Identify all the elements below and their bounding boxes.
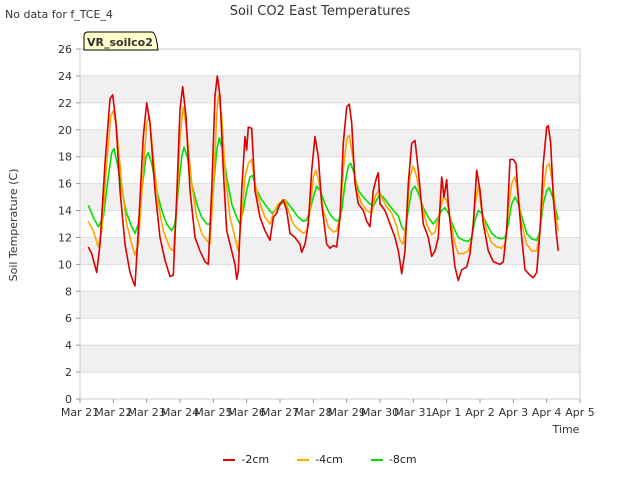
- y-axis-label: Soil Temperature (C): [7, 169, 20, 282]
- grid-band: [80, 345, 580, 373]
- x-tick-label: Apr 5: [565, 406, 595, 419]
- y-tick-label: 4: [65, 339, 72, 352]
- y-tick-label: 24: [58, 70, 72, 83]
- x-tick-label: Mar 29: [328, 406, 366, 419]
- grid-band: [80, 372, 580, 399]
- y-tick-label: 16: [58, 178, 72, 191]
- x-tick-label: Mar 21: [61, 406, 99, 419]
- x-tick-label: Apr 2: [465, 406, 495, 419]
- x-tick-label: Apr 4: [532, 406, 562, 419]
- x-tick-label: Mar 31: [394, 406, 432, 419]
- y-tick-label: 10: [58, 258, 72, 271]
- x-tick-label: Mar 24: [161, 406, 199, 419]
- y-tick-label: 2: [65, 366, 72, 379]
- grid-band: [80, 156, 580, 184]
- legend-swatch: [223, 458, 236, 461]
- x-axis-label: Time: [552, 423, 580, 436]
- grid-band: [80, 291, 580, 319]
- y-tick-label: 20: [58, 124, 72, 137]
- station-label-box: VR_soilco2: [83, 31, 159, 51]
- legend-label: -2cm: [241, 453, 270, 466]
- legend-item: -2cm: [223, 453, 269, 466]
- x-tick-label: Apr 1: [432, 406, 462, 419]
- grid-band: [80, 102, 580, 130]
- grid-band: [80, 264, 580, 292]
- x-tick-label: Mar 22: [94, 406, 132, 419]
- no-data-note: No data for f_TCE_4: [5, 8, 113, 21]
- legend-swatch: [297, 458, 310, 461]
- chart-title: Soil CO2 East Temperatures: [230, 4, 411, 19]
- x-tick-label: Mar 26: [228, 406, 266, 419]
- station-label: VR_soilco2: [87, 36, 153, 49]
- legend-label: -4cm: [315, 453, 343, 466]
- y-tick-label: 18: [58, 151, 72, 164]
- y-tick-label: 0: [65, 393, 72, 406]
- y-tick-label: 12: [58, 231, 72, 244]
- x-tick-label: Apr 3: [499, 406, 529, 419]
- grid-band: [80, 129, 580, 157]
- y-tick-label: 6: [65, 312, 72, 325]
- y-tick-label: 8: [65, 285, 72, 298]
- legend-label: -8cm: [388, 453, 417, 466]
- x-tick-label: Mar 23: [128, 406, 166, 419]
- legend-item: -8cm: [370, 453, 417, 466]
- grid-band: [80, 318, 580, 346]
- legend: -2cm -4cm -8cm: [0, 453, 640, 466]
- y-tick-label: 14: [58, 205, 72, 218]
- y-tick-label: 22: [58, 97, 72, 110]
- legend-swatch: [370, 458, 383, 461]
- series-line-minus-2cm: [87, 75, 560, 287]
- grid-band: [80, 75, 580, 103]
- plot-frame: [79, 48, 581, 400]
- grid-band: [80, 183, 580, 211]
- legend-item: -4cm: [297, 453, 343, 466]
- grid-band: [80, 49, 580, 76]
- x-tick-label: Mar 25: [194, 406, 232, 419]
- x-tick-label: Mar 28: [294, 406, 332, 419]
- y-tick-label: 26: [58, 43, 72, 56]
- x-tick-label: Mar 27: [261, 406, 299, 419]
- x-tick-label: Mar 30: [361, 406, 399, 419]
